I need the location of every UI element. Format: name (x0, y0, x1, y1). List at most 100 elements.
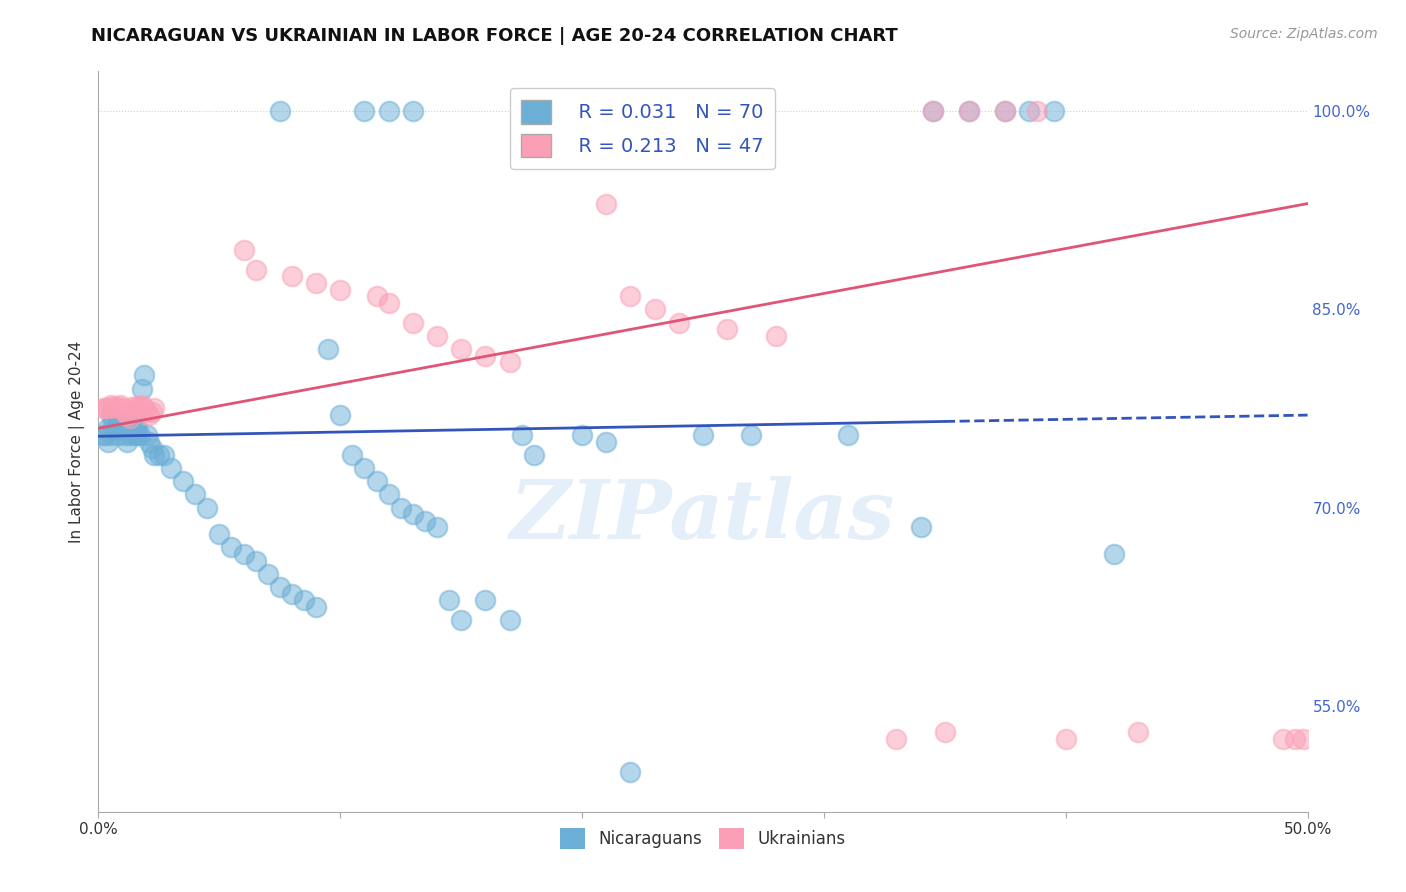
Point (413, 514, 436, 528)
Point (94, 428, 117, 442)
Point (740, 428, 762, 442)
Point (94, 401, 117, 416)
Point (1018, 103, 1040, 118)
Point (101, 415, 124, 429)
Point (426, 328, 449, 343)
Point (121, 400, 143, 414)
Text: ZIPatlas: ZIPatlas (510, 475, 896, 556)
Point (450, 342, 472, 356)
Point (716, 322, 738, 336)
Text: NICARAGUAN VS UKRAINIAN IN LABOR FORCE | AGE 20-24 CORRELATION CHART: NICARAGUAN VS UKRAINIAN IN LABOR FORCE |… (91, 27, 898, 45)
Point (342, 448, 364, 462)
Point (135, 428, 157, 442)
Point (752, 103, 775, 118)
Point (426, 520, 449, 534)
Point (994, 103, 1017, 118)
Point (316, 342, 339, 356)
Point (118, 421, 141, 435)
Point (389, 500, 412, 515)
Point (994, 103, 1017, 118)
Point (108, 421, 131, 435)
Point (100, 428, 122, 442)
Point (107, 428, 129, 442)
Point (141, 405, 163, 419)
Point (692, 428, 714, 442)
Point (402, 103, 425, 118)
Point (1292, 731, 1315, 746)
Point (127, 399, 149, 413)
Point (108, 398, 131, 412)
Point (474, 349, 496, 363)
Point (117, 408, 139, 422)
Point (138, 408, 160, 422)
Point (117, 421, 139, 435)
Point (1128, 725, 1150, 739)
Point (329, 408, 352, 422)
Point (269, 580, 291, 594)
Point (208, 527, 231, 541)
Point (619, 765, 641, 780)
Point (474, 593, 496, 607)
Point (679, 103, 702, 118)
Point (91, 428, 114, 442)
Point (138, 434, 160, 449)
Point (101, 400, 124, 414)
Point (124, 428, 146, 442)
Point (281, 586, 304, 600)
Point (111, 415, 134, 429)
Point (607, 103, 630, 118)
Point (143, 401, 166, 416)
Y-axis label: In Labor Force | Age 20-24: In Labor Force | Age 20-24 (69, 341, 84, 542)
Point (595, 434, 617, 449)
Point (329, 283, 352, 297)
Point (124, 402, 146, 417)
Point (1054, 731, 1077, 746)
Point (523, 448, 546, 462)
Text: Source: ZipAtlas.com: Source: ZipAtlas.com (1230, 27, 1378, 41)
Point (305, 276, 328, 290)
Point (117, 434, 139, 449)
Point (910, 520, 932, 534)
Point (143, 448, 166, 462)
Point (281, 269, 304, 284)
Point (107, 415, 129, 429)
Point (124, 421, 146, 435)
Point (172, 474, 194, 488)
Point (571, 428, 593, 442)
Point (127, 428, 149, 442)
Point (107, 400, 129, 414)
Point (619, 289, 641, 303)
Point (232, 547, 254, 561)
Point (148, 448, 170, 462)
Point (221, 541, 243, 555)
Point (111, 421, 134, 435)
Point (377, 103, 399, 118)
Point (921, 103, 943, 118)
Point (97, 434, 120, 449)
Point (450, 613, 472, 627)
Point (256, 566, 278, 581)
Point (152, 448, 174, 462)
Point (292, 593, 315, 607)
Point (837, 428, 859, 442)
Point (437, 593, 460, 607)
Point (134, 368, 156, 383)
Point (668, 316, 690, 330)
Point (957, 103, 980, 118)
Point (510, 428, 533, 442)
Point (498, 613, 520, 627)
Point (377, 295, 399, 310)
Point (353, 461, 375, 475)
Point (305, 599, 328, 614)
Point (118, 410, 141, 425)
Point (366, 474, 388, 488)
Point (128, 400, 150, 414)
Point (402, 316, 425, 330)
Point (134, 401, 156, 416)
Point (1284, 731, 1306, 746)
Point (104, 421, 127, 435)
Point (127, 421, 149, 435)
Point (195, 500, 218, 515)
Point (118, 428, 141, 442)
Point (886, 731, 908, 746)
